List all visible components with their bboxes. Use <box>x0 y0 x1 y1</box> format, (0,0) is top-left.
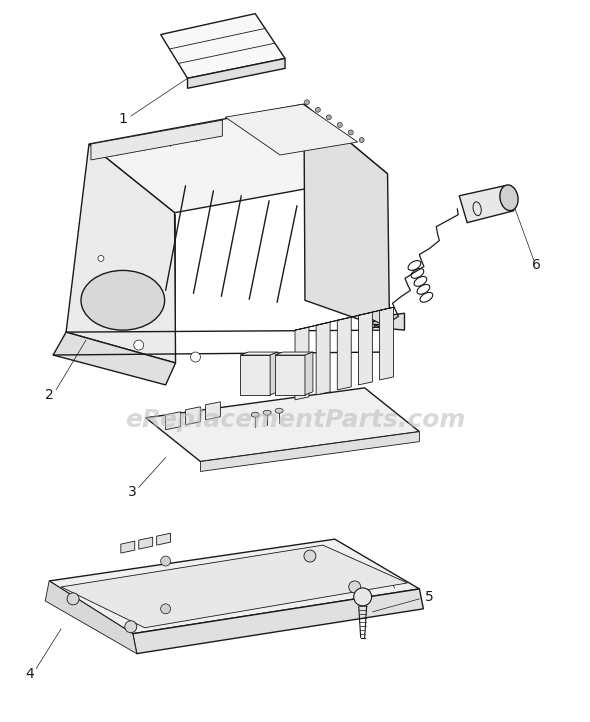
Polygon shape <box>188 58 285 88</box>
Circle shape <box>354 588 372 606</box>
Polygon shape <box>275 355 305 395</box>
Text: 5: 5 <box>425 590 434 604</box>
Text: 4: 4 <box>25 666 34 681</box>
Circle shape <box>134 340 144 350</box>
Polygon shape <box>275 352 313 355</box>
Ellipse shape <box>275 408 283 413</box>
Polygon shape <box>121 542 135 553</box>
Circle shape <box>349 581 360 593</box>
Polygon shape <box>133 589 424 653</box>
Polygon shape <box>305 352 313 395</box>
Circle shape <box>160 556 171 566</box>
Polygon shape <box>160 14 285 79</box>
Polygon shape <box>375 313 405 330</box>
Circle shape <box>304 100 309 105</box>
Polygon shape <box>295 327 309 400</box>
Polygon shape <box>157 533 171 545</box>
Polygon shape <box>201 432 419 471</box>
Text: 6: 6 <box>532 258 541 272</box>
Text: 2: 2 <box>45 388 54 402</box>
Polygon shape <box>53 332 176 385</box>
Polygon shape <box>66 144 176 363</box>
Polygon shape <box>379 308 394 380</box>
Polygon shape <box>359 312 372 385</box>
Polygon shape <box>240 355 270 395</box>
Circle shape <box>316 108 320 113</box>
Text: eReplacementParts.com: eReplacementParts.com <box>125 408 465 432</box>
Circle shape <box>125 621 137 632</box>
Polygon shape <box>295 308 394 330</box>
Circle shape <box>191 352 201 362</box>
Ellipse shape <box>251 412 259 417</box>
Circle shape <box>98 256 104 261</box>
Circle shape <box>160 604 171 614</box>
Polygon shape <box>166 412 181 430</box>
Polygon shape <box>61 545 408 627</box>
Circle shape <box>304 550 316 562</box>
Polygon shape <box>146 388 419 461</box>
Polygon shape <box>185 406 201 425</box>
Polygon shape <box>49 539 419 634</box>
Text: 1: 1 <box>119 112 127 126</box>
Ellipse shape <box>500 185 518 211</box>
Polygon shape <box>91 120 222 160</box>
Circle shape <box>337 123 342 127</box>
Polygon shape <box>89 104 388 213</box>
Circle shape <box>359 138 364 142</box>
Circle shape <box>67 593 79 605</box>
Polygon shape <box>337 317 351 390</box>
Circle shape <box>326 115 332 120</box>
Polygon shape <box>459 186 514 222</box>
Text: 3: 3 <box>129 485 137 500</box>
Polygon shape <box>225 104 358 155</box>
Ellipse shape <box>263 410 271 415</box>
Polygon shape <box>304 104 389 330</box>
Polygon shape <box>270 352 278 395</box>
Polygon shape <box>316 322 330 395</box>
Polygon shape <box>240 352 278 355</box>
Polygon shape <box>45 581 137 653</box>
Ellipse shape <box>81 271 165 330</box>
Circle shape <box>348 130 353 135</box>
Polygon shape <box>139 537 153 549</box>
Polygon shape <box>205 402 220 419</box>
